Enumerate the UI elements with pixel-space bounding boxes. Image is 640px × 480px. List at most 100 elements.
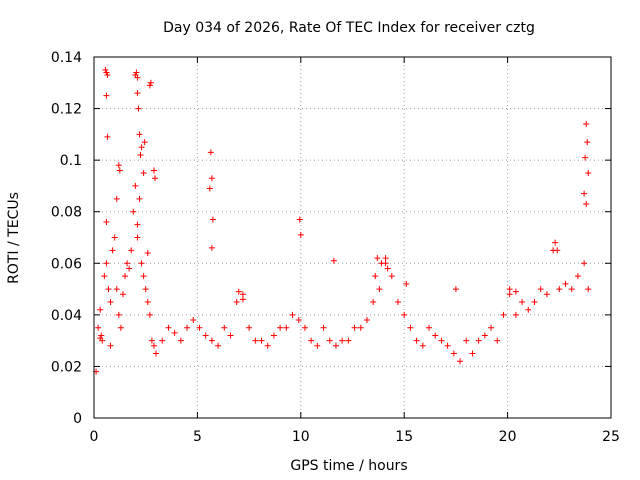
data-point [124, 260, 131, 267]
data-point [134, 90, 141, 97]
data-point [326, 337, 333, 344]
data-point [552, 239, 559, 246]
data-point [134, 221, 141, 228]
data-point [102, 66, 109, 73]
y-tick-label: 0.06 [51, 256, 82, 272]
data-point [297, 231, 304, 238]
data-point [133, 69, 140, 76]
data-point [378, 260, 385, 267]
y-tick-label: 0.04 [51, 308, 82, 324]
data-point [296, 216, 303, 223]
y-tick-label: 0.08 [51, 205, 82, 221]
x-tick-label: 20 [499, 429, 517, 445]
data-point [97, 335, 104, 342]
data-point [239, 291, 246, 298]
data-point [128, 247, 135, 254]
data-point [215, 342, 222, 349]
data-point [122, 273, 129, 280]
data-point [159, 337, 166, 344]
data-point [252, 337, 259, 344]
data-point [314, 342, 321, 349]
data-point [450, 350, 457, 357]
data-point [394, 298, 401, 305]
data-point [452, 286, 459, 293]
data-point [146, 311, 153, 318]
data-point [206, 185, 213, 192]
data-point [444, 342, 451, 349]
axis-ticks [93, 56, 612, 419]
data-point [512, 311, 519, 318]
data-point [407, 324, 414, 331]
data-point [196, 324, 203, 331]
data-point [97, 306, 104, 313]
data-point [107, 298, 114, 305]
data-point [115, 162, 122, 169]
data-point [401, 311, 408, 318]
data-point [481, 332, 488, 339]
data-point [382, 255, 389, 262]
data-point [363, 317, 370, 324]
data-point [537, 286, 544, 293]
data-point [330, 257, 337, 264]
x-axis-label: GPS time / hours [290, 458, 407, 474]
data-point [519, 298, 526, 305]
data-point [150, 342, 157, 349]
data-point [438, 337, 445, 344]
data-point [374, 255, 381, 262]
data-point [320, 324, 327, 331]
y-tick-labels: 0 0.02 0.04 0.06 0.08 0.1 0.12 0.14 [51, 50, 82, 427]
y-tick-label: 0.14 [51, 50, 82, 66]
data-point [132, 182, 139, 189]
data-point [147, 79, 154, 86]
data-point [104, 133, 111, 140]
x-tick-labels: 0 5 10 15 20 25 [90, 429, 620, 445]
data-point [117, 324, 124, 331]
data-point [543, 291, 550, 298]
data-point [184, 324, 191, 331]
data-point [235, 288, 242, 295]
data-point [130, 208, 137, 215]
data-point [413, 337, 420, 344]
data-point [568, 286, 575, 293]
data-point [136, 195, 143, 202]
data-point [581, 260, 588, 267]
data-point [134, 234, 141, 241]
data-point [283, 324, 290, 331]
data-point [301, 324, 308, 331]
data-point [207, 149, 214, 156]
data-point [554, 247, 561, 254]
data-point [109, 247, 116, 254]
data-point [165, 324, 172, 331]
data-point [113, 286, 120, 293]
data-point [345, 337, 352, 344]
data-point [506, 286, 513, 293]
data-point [388, 273, 395, 280]
data-point [351, 324, 358, 331]
plot-frame [93, 56, 612, 419]
data-point [177, 337, 184, 344]
data-point [295, 317, 302, 324]
x-tick-label: 5 [193, 429, 202, 445]
data-point [239, 296, 246, 303]
data-point [583, 200, 590, 207]
data-point [376, 286, 383, 293]
data-point [171, 329, 178, 336]
data-point [208, 337, 215, 344]
data-point [140, 273, 147, 280]
data-point [209, 216, 216, 223]
data-point [512, 288, 519, 295]
data-point [289, 311, 296, 318]
data-point [419, 342, 426, 349]
data-point [138, 260, 145, 267]
x-tick-label: 0 [90, 429, 99, 445]
data-point [208, 175, 215, 182]
data-point [148, 337, 155, 344]
data-point [142, 286, 149, 293]
data-point [585, 170, 592, 177]
data-point [457, 358, 464, 365]
data-point [135, 105, 142, 112]
data-point [332, 342, 339, 349]
data-point [562, 280, 569, 287]
y-tick-label: 0 [73, 411, 82, 427]
y-tick-label: 0.12 [51, 102, 82, 118]
